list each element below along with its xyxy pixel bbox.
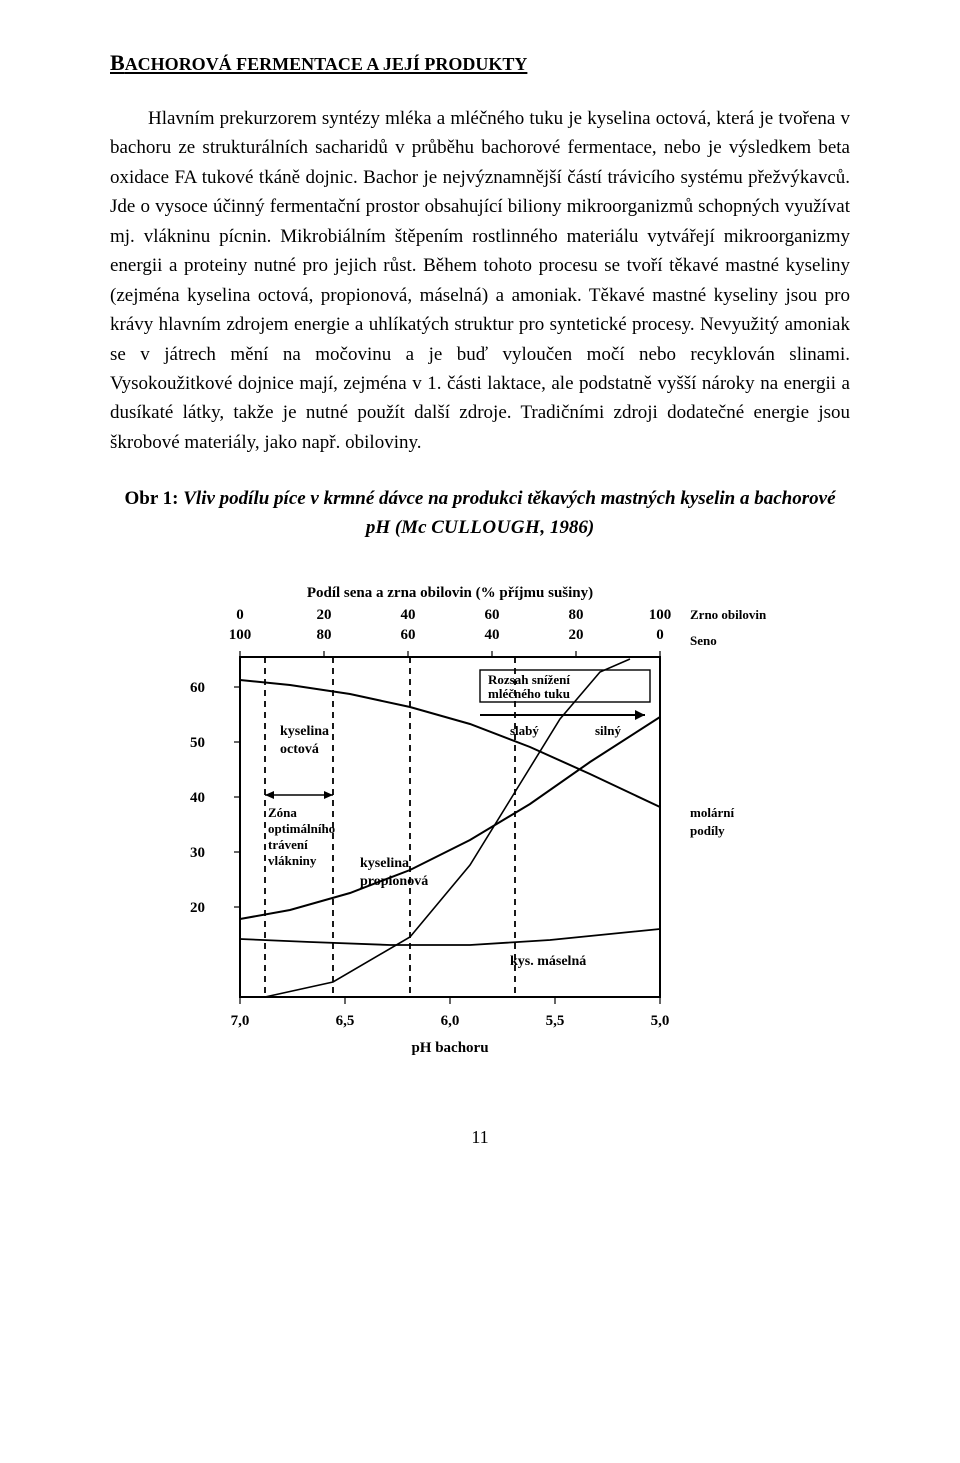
figure-caption: Obr 1: Vliv podílu píce v krmné dávce na… [110, 485, 850, 542]
svg-text:30: 30 [190, 845, 205, 861]
svg-text:80: 80 [317, 627, 332, 643]
svg-text:40: 40 [485, 627, 500, 643]
svg-text:mléčného tuku: mléčného tuku [488, 686, 570, 701]
svg-text:kyselina: kyselina [360, 856, 409, 871]
svg-text:Zrno obilovin: Zrno obilovin [690, 607, 767, 622]
svg-text:6,5: 6,5 [336, 1013, 355, 1029]
body-paragraph: Hlavním prekurzorem syntézy mléka a mléč… [110, 104, 850, 457]
section-title: BACHOROVÁ FERMENTACE A JEJÍ PRODUKTY [110, 50, 850, 76]
figure-caption-lead: Obr 1: [124, 488, 178, 509]
svg-text:100: 100 [649, 607, 672, 623]
svg-text:octová: octová [280, 742, 319, 757]
svg-text:80: 80 [569, 607, 584, 623]
figure-caption-smallcaps: ULLOUGH [444, 517, 540, 538]
svg-text:60: 60 [401, 627, 416, 643]
svg-text:propionová: propionová [360, 874, 428, 889]
figure-chart: Podíl sena a zrna obilovin (% příjmu suš… [110, 567, 850, 1087]
page-number: 11 [110, 1127, 850, 1148]
svg-text:silný: silný [595, 723, 622, 738]
svg-text:60: 60 [485, 607, 500, 623]
svg-text:50: 50 [190, 735, 205, 751]
svg-text:100: 100 [229, 627, 252, 643]
svg-text:7,0: 7,0 [231, 1013, 250, 1029]
chart-svg: Podíl sena a zrna obilovin (% příjmu suš… [110, 567, 850, 1087]
svg-text:vlákniny: vlákniny [268, 853, 317, 868]
svg-text:trávení: trávení [268, 837, 308, 852]
svg-text:5,5: 5,5 [546, 1013, 565, 1029]
svg-text:Rozsah snížení: Rozsah snížení [488, 672, 570, 687]
svg-text:40: 40 [401, 607, 416, 623]
svg-text:40: 40 [190, 790, 205, 806]
svg-text:6,0: 6,0 [441, 1013, 460, 1029]
svg-text:20: 20 [190, 900, 205, 916]
svg-text:Zóna: Zóna [268, 805, 297, 820]
svg-text:0: 0 [656, 627, 664, 643]
svg-text:molární: molární [690, 805, 734, 820]
svg-text:slabý: slabý [510, 723, 539, 738]
svg-text:5,0: 5,0 [651, 1013, 670, 1029]
svg-text:Seno: Seno [690, 633, 717, 648]
svg-text:optimálního: optimálního [268, 821, 335, 836]
figure-caption-tail: , 1986) [540, 517, 594, 538]
svg-text:20: 20 [317, 607, 332, 623]
svg-text:kys. máselná: kys. máselná [510, 954, 586, 969]
title-rest: ACHOROVÁ FERMENTACE A JEJÍ PRODUKTY [125, 54, 528, 74]
svg-text:20: 20 [569, 627, 584, 643]
svg-text:60: 60 [190, 680, 205, 696]
svg-text:podíly: podíly [690, 823, 725, 838]
svg-text:pH bachoru: pH bachoru [411, 1040, 488, 1056]
title-initial: B [110, 50, 125, 75]
svg-text:Podíl sena a zrna obilovin (%: Podíl sena a zrna obilovin (% příjmu suš… [307, 585, 593, 601]
svg-text:0: 0 [236, 607, 244, 623]
svg-text:kyselina: kyselina [280, 724, 329, 739]
